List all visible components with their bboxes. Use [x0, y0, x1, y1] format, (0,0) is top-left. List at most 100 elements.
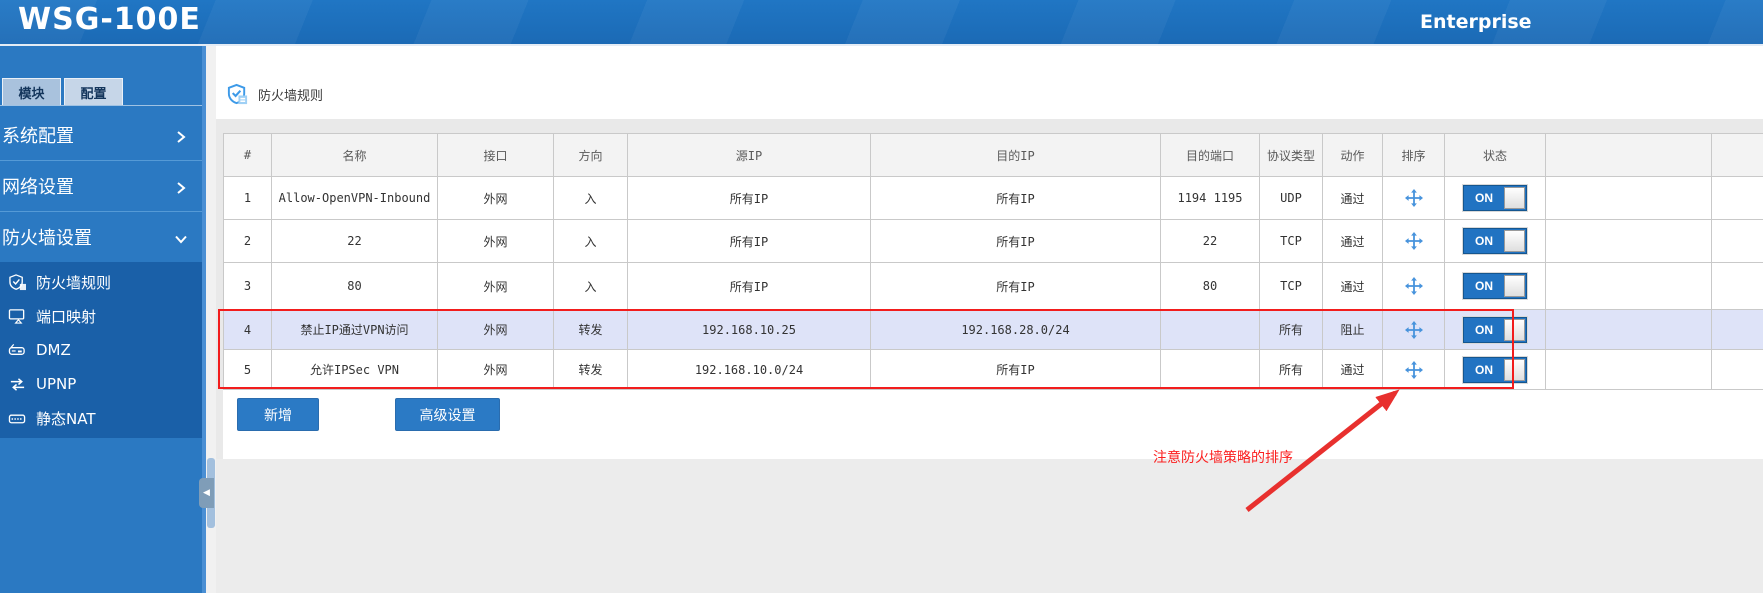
table-row: 1 Allow-OpenVPN-Inbound 外网入所有IP 所有IP 1194 11… [223, 176, 1763, 220]
cell-status: ON [1444, 219, 1546, 263]
annotation-note: 注意防火墙策略的排序 [1153, 450, 1293, 466]
submenu-label: DMZ [36, 341, 71, 359]
status-toggle[interactable]: ON [1463, 228, 1527, 254]
cell-empty [1711, 219, 1763, 263]
cell-iface: 外网 [437, 309, 554, 350]
cell-src_ip: 所有IP [627, 262, 871, 310]
cell-protocol: 所有 [1259, 349, 1323, 390]
cell-empty [1711, 349, 1763, 390]
cell-src_ip: 所有IP [627, 176, 871, 220]
status-toggle[interactable]: ON [1463, 316, 1527, 343]
status-toggle[interactable]: ON [1463, 273, 1527, 299]
cell-empty [1545, 309, 1712, 350]
column-header: 状态 [1444, 133, 1546, 177]
advanced-settings-button[interactable]: 高级设置 [395, 398, 500, 431]
submenu-label: 防火墙规则 [36, 273, 112, 292]
sidebar: 模块 配置 系统配置 网络设置防火墙设置 防火墙规则端口映射 DMZ UPNP 静态NAT [0, 46, 202, 593]
move-sort-icon[interactable] [1404, 189, 1423, 207]
cell-src_ip: 192.168.10.0/24 [627, 349, 871, 390]
cell-iface: 外网 [437, 176, 554, 220]
column-header: 动作 [1322, 133, 1383, 177]
top-header-bar: WSG-100E Enterprise [0, 0, 1763, 46]
table-row: 3 80 外网入所有IP 所有IP 80 TCP 通过 ON [223, 262, 1763, 310]
sidebar-menu: 系统配置 网络设置防火墙设置 [0, 110, 202, 263]
cell-sort [1382, 349, 1445, 390]
sidebar-item-static-nat[interactable]: 静态NAT [0, 401, 202, 435]
cell-action: 通过 [1322, 349, 1383, 390]
toggle-on-label: ON [1475, 279, 1493, 293]
cell-empty [1711, 309, 1763, 350]
submenu-label: 静态NAT [36, 409, 96, 428]
sidebar-tab-module[interactable]: 模块 [2, 78, 61, 105]
edition-label: Enterprise [1420, 11, 1532, 33]
shield-check-icon [8, 273, 30, 291]
cell-direction: 转发 [553, 309, 628, 350]
cell-sort [1382, 176, 1445, 220]
column-header: 接口 [437, 133, 554, 177]
table-row: 5 允许IPSec VPN 外网 转发 192.168.10.0/24 所有IP 所有 通过 O… [223, 349, 1763, 390]
sidebar-scrollbar [202, 46, 216, 593]
table-row: 4 禁止IP通过VPN访问 外网 转发 192.168.10.25 192.168.28.… [223, 309, 1763, 350]
move-sort-icon[interactable] [1404, 277, 1423, 295]
cell-sort [1382, 262, 1445, 310]
cell-dst_ip: 192.168.28.0/24 [870, 309, 1161, 350]
status-toggle[interactable]: ON [1463, 185, 1527, 211]
cell-dst_port: 80 [1160, 262, 1260, 310]
cell-iface: 外网 [437, 262, 554, 310]
cell-dst_ip: 所有IP [870, 349, 1161, 390]
page-background-lower [216, 459, 1763, 593]
column-header: 源IP [627, 133, 871, 177]
cell-dst_port: 1194 1195 [1160, 176, 1260, 220]
cell-name: 22 [271, 219, 438, 263]
cell-num: 5 [223, 349, 272, 390]
cell-name: Allow-OpenVPN-Inbound [271, 176, 438, 220]
sidebar-item-upnp[interactable]: UPNP [0, 367, 202, 401]
toggle-knob [1504, 318, 1525, 341]
move-sort-icon[interactable] [1404, 320, 1423, 339]
toggle-on-label: ON [1475, 191, 1493, 205]
move-sort-icon[interactable] [1404, 360, 1423, 379]
sidebar-edge-strip [202, 46, 206, 593]
menu-label: 防火墙设置 [2, 228, 92, 249]
cell-num: 1 [223, 176, 272, 220]
cell-src_ip: 192.168.10.25 [627, 309, 871, 350]
cell-name: 80 [271, 262, 438, 310]
port-mapping-icon [8, 307, 30, 325]
cell-status: ON [1444, 262, 1546, 310]
column-header: 排序 [1382, 133, 1445, 177]
cell-empty [1545, 176, 1712, 220]
dmz-icon [8, 341, 30, 359]
cell-protocol: 所有 [1259, 309, 1323, 350]
cell-num: 4 [223, 309, 272, 350]
sidebar-tab-config[interactable]: 配置 [64, 78, 123, 105]
cell-name: 允许IPSec VPN [271, 349, 438, 390]
cell-empty [1711, 176, 1763, 220]
sidebar-collapse-handle[interactable]: ◀ [199, 478, 214, 508]
cell-action: 通过 [1322, 219, 1383, 263]
column-header-empty [1711, 133, 1763, 177]
sidebar-item-port-mapping[interactable]: 端口映射 [0, 299, 202, 333]
cell-dst_ip: 所有IP [870, 176, 1161, 220]
sidebar-item-dmz[interactable]: DMZ [0, 333, 202, 367]
sidebar-menu-network-settings[interactable]: 网络设置 [0, 161, 202, 212]
page-title: 防火墙规则 [258, 89, 324, 104]
cell-direction: 入 [553, 219, 628, 263]
cell-empty [1545, 219, 1712, 263]
toggle-on-label: ON [1475, 362, 1493, 377]
cell-sort [1382, 309, 1445, 350]
sidebar-menu-firewall-settings[interactable]: 防火墙设置 [0, 212, 202, 263]
cell-empty [1545, 262, 1712, 310]
static-nat-icon [8, 409, 30, 427]
status-toggle[interactable]: ON [1463, 356, 1527, 383]
sidebar-menu-system-config[interactable]: 系统配置 [0, 110, 202, 161]
move-sort-icon[interactable] [1404, 232, 1423, 250]
toggle-knob [1504, 358, 1525, 381]
cell-sort [1382, 219, 1445, 263]
sidebar-item-firewall-rules[interactable]: 防火墙规则 [0, 265, 202, 299]
cell-protocol: UDP [1259, 176, 1323, 220]
cell-status: ON [1444, 349, 1546, 390]
cell-protocol: TCP [1259, 262, 1323, 310]
cell-direction: 转发 [553, 349, 628, 390]
cell-action: 阻止 [1322, 309, 1383, 350]
add-rule-button[interactable]: 新增 [237, 398, 319, 431]
